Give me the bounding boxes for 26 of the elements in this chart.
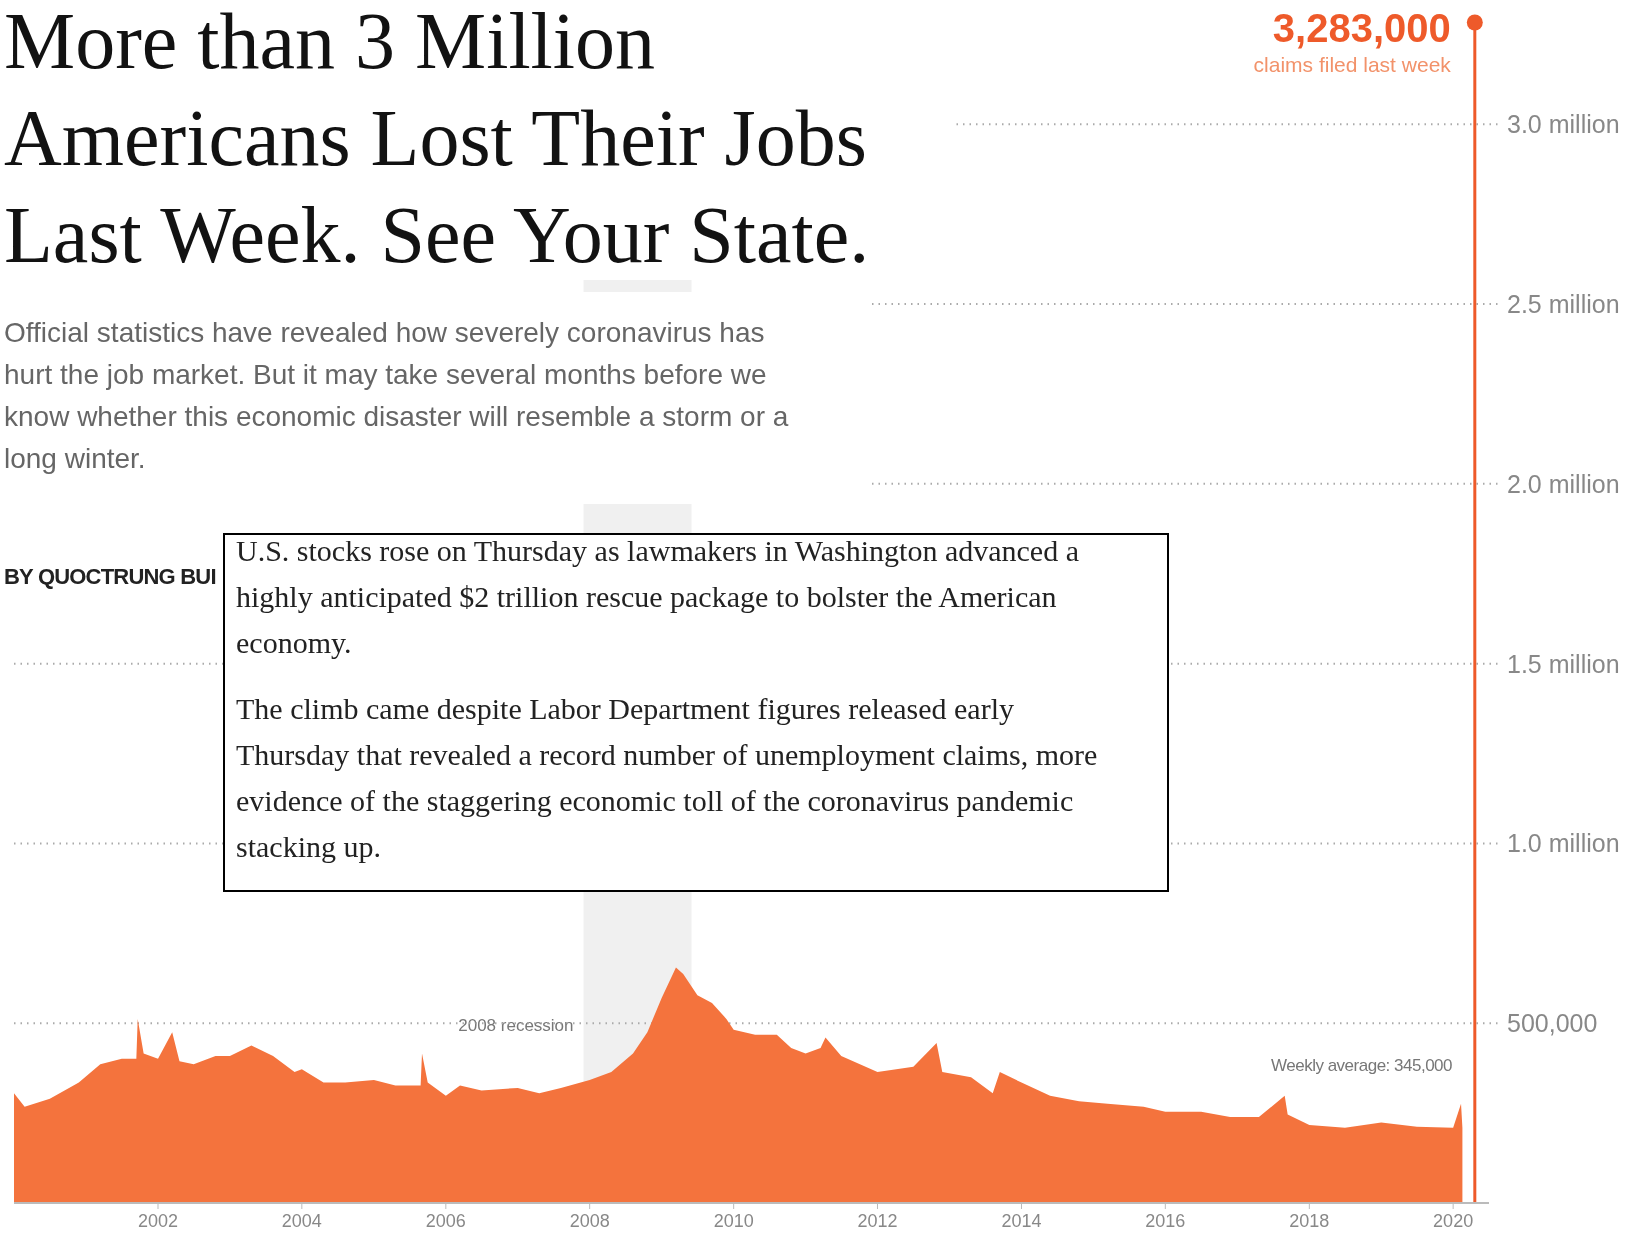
annotation: BY QUOCTRUNG BUI: [4, 564, 216, 589]
y-tick-label: 2.5 million: [1507, 290, 1620, 319]
y-tick-label: 1.5 million: [1507, 649, 1620, 678]
x-tick-label: 2014: [1001, 1211, 1042, 1231]
annotation: U.S. stocks rose on Thursday as lawmakers in Washington advanced a highly anticipated $2 trillion rescue package to bolster the American economy.: [236, 534, 1079, 659]
x-tick-label: 2016: [1145, 1211, 1186, 1231]
x-tick-label: 2010: [713, 1211, 754, 1231]
annotation: The climb came despite Labor Department figures released early Thursday that revealed a record number of unemployment claims, more evidence of the staggering economic toll of the coronavirus pandemic stacking up.: [236, 692, 1098, 863]
text: Official statistics have revealed how severely coronavirus has hurt the job market. But it may take several months before we know whether this economic disaster will resemble a storm or a long winter.: [4, 317, 789, 474]
x-tick-label: 2008: [569, 1211, 610, 1231]
quote-box: U.S. stocks rose on Thursday as lawmakers in Washington advanced a highly anticipated $2 trillion rescue package to bolster the American economy. The climb came despite Labor Department figures released early Thursday that revealed a record number of unemployment claims, more evidence of the staggering economic toll of the coronavirus pandemic stacking up.: [223, 533, 1169, 892]
x-tick-label: 2020: [1433, 1211, 1474, 1231]
annotation: claims filed last week: [1253, 53, 1452, 77]
y-tick-label: 500,000: [1507, 1009, 1598, 1038]
x-tick-label: 2012: [857, 1211, 898, 1231]
x-tick-label: 2018: [1289, 1211, 1330, 1231]
y-tick-label: 2.0 million: [1507, 469, 1620, 498]
x-tick-label: 2006: [425, 1211, 466, 1231]
text: More than 3 Million Americans Lost Their Jobs Last Week. See Your State.: [4, 0, 870, 279]
x-tick-label: 2004: [281, 1211, 322, 1231]
data-label: 3,283,000: [1272, 6, 1451, 51]
x-tick-label: 2002: [137, 1211, 179, 1231]
y-tick-label: 1.0 million: [1507, 829, 1620, 858]
band-label: 2008 recession: [458, 1016, 574, 1036]
y-tick-label: 3.0 million: [1507, 110, 1620, 139]
annotation: Weekly average: 345,000: [1271, 1056, 1453, 1075]
